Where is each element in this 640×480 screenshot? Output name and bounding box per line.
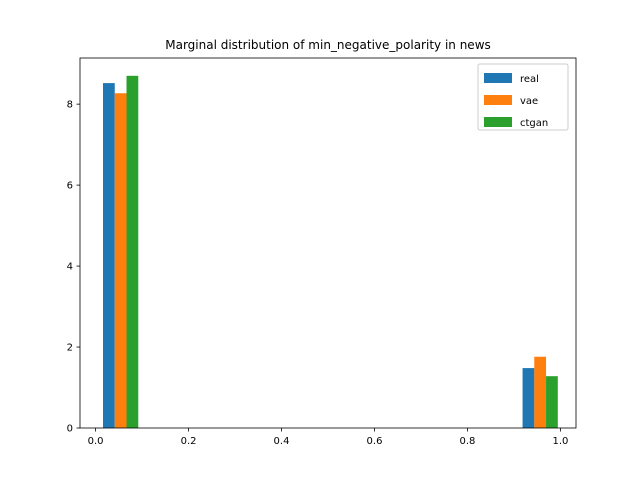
bar-ctgan-1 xyxy=(546,376,558,428)
x-tick-label: 0.2 xyxy=(181,436,197,447)
y-tick-label: 0 xyxy=(67,424,73,435)
bar-ctgan-0 xyxy=(126,75,139,428)
y-tick-label: 8 xyxy=(67,100,73,111)
legend-label-real: real xyxy=(520,74,539,85)
plot-frame xyxy=(79,57,577,429)
x-tick-label: 0.8 xyxy=(460,436,476,447)
y-tick-label: 6 xyxy=(67,181,73,192)
chart-title: Marginal distribution of min_negative_po… xyxy=(165,38,491,52)
bars-layer xyxy=(102,75,558,428)
legend-label-vae: vae xyxy=(520,96,538,107)
x-tick-label: 1.0 xyxy=(552,436,568,447)
bar-vae-1 xyxy=(534,356,547,428)
legend-swatch-vae xyxy=(484,95,512,105)
x-tick-label: 0.4 xyxy=(274,436,290,447)
y-tick-label: 4 xyxy=(67,262,73,273)
bar-real-1 xyxy=(522,368,535,428)
bar-real-0 xyxy=(102,83,115,428)
x-tick-label: 0.0 xyxy=(88,436,104,447)
legend: real vae ctgan xyxy=(477,63,569,131)
y-tick-label: 2 xyxy=(67,343,73,354)
legend-label-ctgan: ctgan xyxy=(520,118,548,129)
legend-swatch-real xyxy=(484,73,512,83)
x-axis-ticks: 0.0 0.2 0.4 0.6 0.8 1.0 xyxy=(88,428,568,447)
y-axis-ticks: 0 2 4 6 8 xyxy=(67,100,80,435)
x-tick-label: 0.6 xyxy=(367,436,383,447)
legend-swatch-ctgan xyxy=(484,117,512,127)
bar-vae-0 xyxy=(114,93,127,428)
